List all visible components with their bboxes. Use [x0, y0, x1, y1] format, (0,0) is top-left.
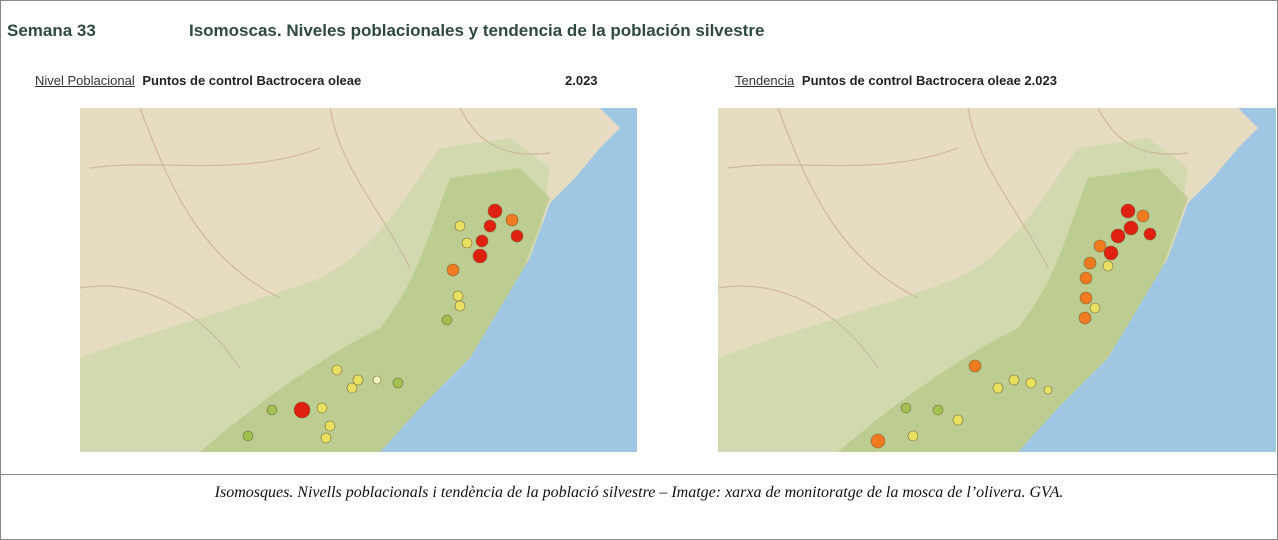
control-point [1079, 312, 1091, 324]
week: Semana 33 [7, 21, 96, 41]
control-point [506, 214, 518, 226]
control-point [1144, 228, 1156, 240]
control-point [1090, 303, 1100, 313]
control-point [1094, 240, 1106, 252]
panel-year: 2.023 [565, 73, 598, 88]
control-point [1009, 375, 1019, 385]
control-point [294, 402, 310, 418]
panel-link: Tendencia [735, 73, 794, 88]
title: Isomoscas. Niveles poblacionales y tende… [189, 21, 764, 41]
control-point [373, 376, 381, 384]
control-point [1026, 378, 1036, 388]
caption-box: Isomosques. Nivells poblacionals i tendè… [0, 474, 1278, 540]
page: Semana 33 Isomoscas. Niveles poblacional… [0, 0, 1278, 540]
control-point [453, 291, 463, 301]
control-point [1080, 292, 1092, 304]
control-point [1137, 210, 1149, 222]
control-point [353, 375, 363, 385]
control-point [447, 264, 459, 276]
panel-label: Puntos de control Bactrocera oleae 2.023 [802, 73, 1057, 88]
control-point [473, 249, 487, 263]
control-point [1044, 386, 1052, 394]
control-point [321, 433, 331, 443]
control-point [442, 315, 452, 325]
panel-heading: Nivel Poblacional Puntos de control Bact… [35, 73, 361, 88]
map-left [80, 108, 637, 452]
control-point [933, 405, 943, 415]
control-point [1121, 204, 1135, 218]
control-point [267, 405, 277, 415]
control-point [1103, 261, 1113, 271]
control-point [1084, 257, 1096, 269]
panel-heading: Tendencia Puntos de control Bactrocera o… [735, 73, 1057, 88]
control-point [1080, 272, 1092, 284]
map-right [718, 108, 1276, 452]
control-point [332, 365, 342, 375]
control-point [317, 403, 327, 413]
control-point [993, 383, 1003, 393]
control-point [455, 221, 465, 231]
panel-label: Puntos de control Bactrocera oleae [142, 73, 361, 88]
control-point [484, 220, 496, 232]
control-point [243, 431, 253, 441]
control-point [393, 378, 403, 388]
control-point [325, 421, 335, 431]
caption: Isomosques. Nivells poblacionals i tendè… [21, 483, 1257, 503]
control-point [455, 301, 465, 311]
panel-link: Nivel Poblacional [35, 73, 135, 88]
control-point [969, 360, 981, 372]
control-point [901, 403, 911, 413]
control-point [488, 204, 502, 218]
control-point [1124, 221, 1138, 235]
control-point [908, 431, 918, 441]
control-point [1111, 229, 1125, 243]
control-point [476, 235, 488, 247]
control-point [1104, 246, 1118, 260]
control-point [871, 434, 885, 448]
control-point [511, 230, 523, 242]
control-point [462, 238, 472, 248]
control-point [953, 415, 963, 425]
